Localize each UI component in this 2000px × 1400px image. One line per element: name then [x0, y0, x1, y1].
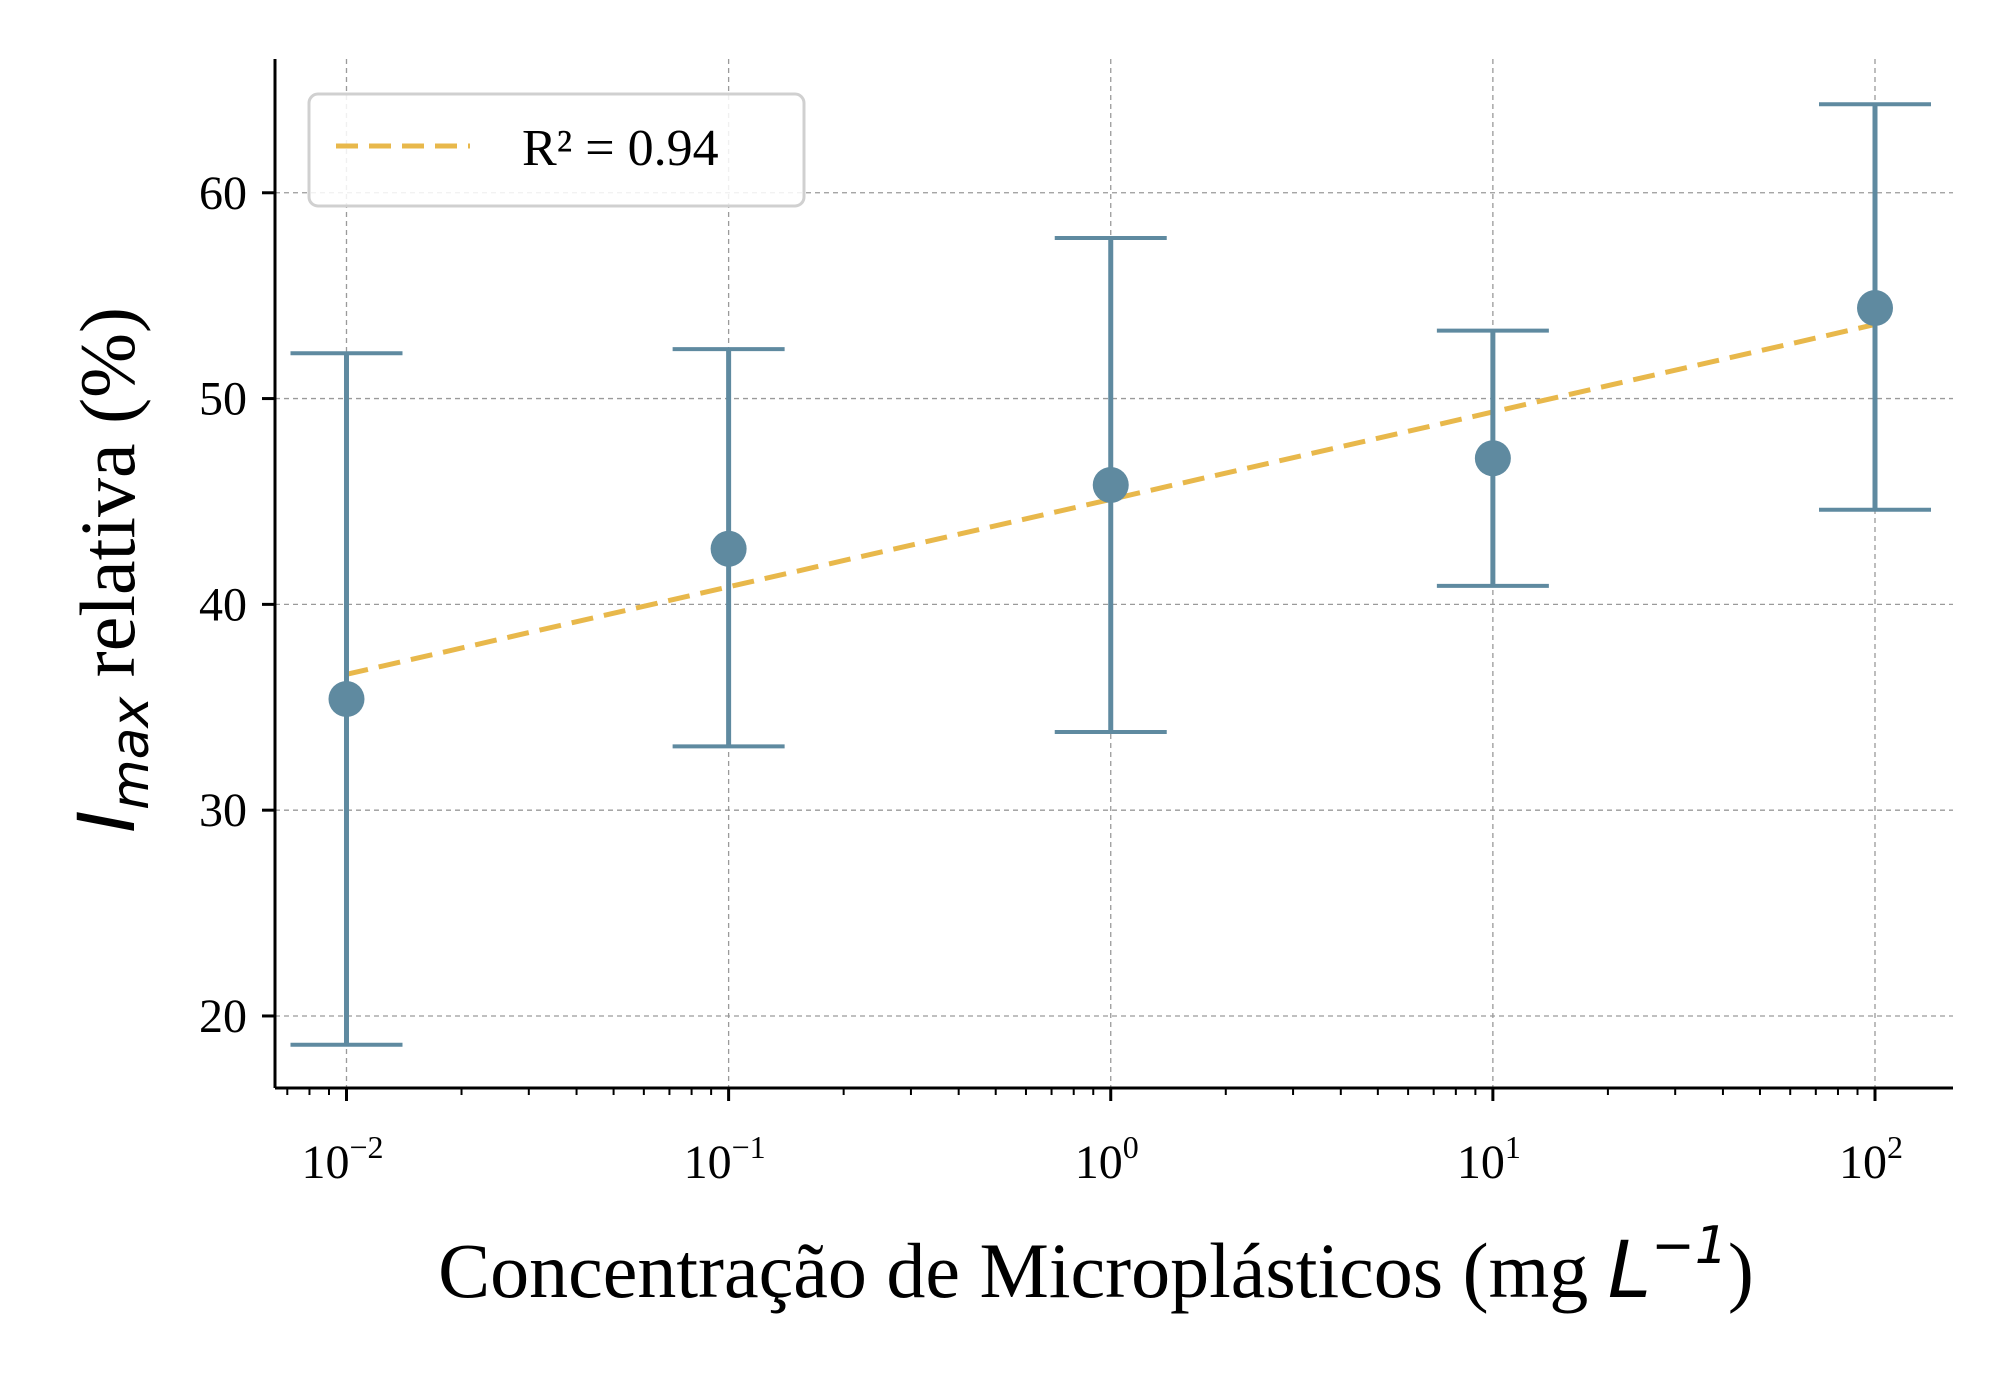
x-tick-base: 10 — [1457, 1136, 1505, 1189]
x-tick-exponent: −1 — [732, 1129, 766, 1165]
data-point — [328, 681, 365, 718]
data-point — [1474, 440, 1511, 477]
legend-box — [307, 92, 806, 208]
x-tick-exponent: 0 — [1123, 1129, 1139, 1165]
legend: R² = 0.94 — [307, 92, 806, 208]
legend-label: R² = 0.94 — [522, 120, 719, 177]
y-tick-label: 20 — [199, 990, 247, 1043]
x-tick-label: 100 — [1075, 1129, 1139, 1189]
x-tick-label: 10−2 — [301, 1129, 383, 1189]
y-tick-labels: 20 30 40 50 60 — [199, 167, 247, 1043]
y-tick-label: 50 — [199, 373, 247, 426]
y-tick-label: 60 — [199, 167, 247, 220]
x-tick-labels: 10−2 10−1 100 101 102 — [301, 1129, 1903, 1189]
y-tick-label: 40 — [199, 578, 247, 631]
x-tick-label: 102 — [1839, 1129, 1903, 1189]
x-tick-base: 10 — [1839, 1136, 1887, 1189]
data-point — [710, 530, 747, 567]
x-tick-exponent: 1 — [1505, 1129, 1521, 1165]
grid-lines — [275, 59, 1953, 1088]
x-tick-base: 10 — [684, 1136, 732, 1189]
axes — [262, 59, 1953, 1101]
x-axis-label: Concentração de Microplásticos (mg L−1) — [438, 1216, 1754, 1316]
x-tick-base: 10 — [1075, 1136, 1123, 1189]
x-tick-exponent: −2 — [349, 1129, 383, 1165]
x-tick-label: 101 — [1457, 1129, 1521, 1189]
fit-line — [345, 322, 1876, 677]
data-points-group — [290, 102, 1932, 1047]
x-tick-label: 10−1 — [684, 1129, 766, 1189]
x-tick-base: 10 — [301, 1136, 349, 1189]
fit-line-group — [345, 322, 1876, 677]
x-tick-exponent: 2 — [1887, 1129, 1903, 1165]
data-point — [1857, 290, 1894, 327]
y-axis-label: Imax relativa (%) — [63, 307, 161, 833]
data-point — [1092, 467, 1129, 504]
y-tick-label: 30 — [199, 784, 247, 837]
